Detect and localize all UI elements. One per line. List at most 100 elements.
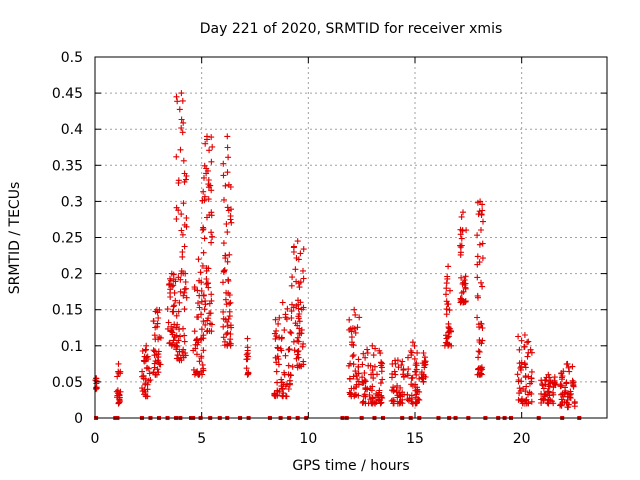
data-point bbox=[208, 229, 215, 236]
data-point bbox=[443, 306, 450, 313]
data-point bbox=[154, 320, 161, 327]
data-point bbox=[182, 285, 189, 292]
data-point bbox=[224, 258, 231, 265]
data-point bbox=[458, 213, 465, 220]
data-point bbox=[181, 332, 188, 339]
data-point bbox=[518, 337, 525, 344]
data-point bbox=[181, 289, 188, 296]
data-point bbox=[197, 269, 204, 276]
data-point bbox=[154, 309, 161, 316]
data-point bbox=[291, 243, 297, 250]
data-point bbox=[476, 349, 483, 355]
data-point bbox=[150, 369, 157, 376]
data-point bbox=[559, 399, 566, 406]
data-point bbox=[176, 299, 183, 306]
data-point bbox=[444, 301, 451, 308]
data-point bbox=[479, 240, 486, 247]
data-point bbox=[359, 374, 366, 381]
data-point bbox=[228, 324, 235, 331]
data-point bbox=[447, 287, 453, 294]
data-point bbox=[176, 348, 183, 355]
data-point bbox=[208, 239, 215, 246]
data-point bbox=[348, 328, 355, 335]
data-point bbox=[552, 382, 559, 389]
data-point bbox=[295, 354, 302, 361]
data-point bbox=[274, 391, 281, 398]
data-point bbox=[571, 403, 578, 410]
data-point bbox=[290, 338, 297, 345]
data-point bbox=[296, 318, 303, 325]
data-point bbox=[116, 396, 123, 403]
data-point bbox=[222, 296, 229, 303]
data-point bbox=[227, 216, 234, 223]
data-point bbox=[209, 233, 216, 240]
data-point bbox=[457, 249, 464, 256]
data-point bbox=[405, 354, 411, 361]
data-point bbox=[392, 360, 399, 367]
data-point bbox=[296, 284, 303, 291]
data-point bbox=[197, 336, 204, 343]
data-point bbox=[139, 348, 146, 354]
data-point bbox=[139, 388, 146, 395]
data-point bbox=[355, 356, 362, 363]
data-point bbox=[351, 306, 358, 313]
data-point bbox=[409, 382, 416, 389]
data-point bbox=[460, 299, 466, 306]
data-point bbox=[565, 364, 572, 371]
data-point bbox=[528, 398, 535, 405]
data-point bbox=[352, 311, 359, 318]
data-point bbox=[539, 381, 546, 388]
data-point bbox=[282, 311, 289, 318]
data-point bbox=[474, 314, 481, 321]
data-point bbox=[225, 154, 232, 161]
x-axis-label: GPS time / hours bbox=[292, 458, 409, 474]
data-point bbox=[180, 157, 187, 164]
data-point bbox=[220, 279, 226, 286]
y-axis-label: SRMTID / TECUs bbox=[7, 182, 23, 295]
data-point bbox=[289, 363, 296, 370]
y-tick-label: 0.1 bbox=[61, 339, 83, 355]
data-point bbox=[415, 396, 421, 402]
data-point bbox=[140, 372, 147, 379]
y-tick-label: 0.35 bbox=[52, 158, 83, 174]
data-point bbox=[173, 355, 180, 362]
data-point bbox=[350, 352, 357, 358]
data-point bbox=[359, 361, 366, 368]
y-tick-label: 0.5 bbox=[61, 50, 83, 66]
data-point bbox=[411, 342, 418, 349]
data-point bbox=[198, 279, 205, 286]
data-point bbox=[362, 354, 369, 361]
data-point bbox=[93, 386, 100, 393]
data-point bbox=[208, 187, 215, 194]
data-point bbox=[514, 371, 521, 378]
data-point bbox=[404, 391, 411, 398]
data-point bbox=[191, 328, 198, 335]
data-point bbox=[288, 330, 295, 337]
data-point bbox=[208, 158, 215, 165]
data-point bbox=[223, 221, 230, 227]
data-point bbox=[397, 393, 404, 400]
data-point bbox=[443, 280, 450, 287]
x-tick-label: 20 bbox=[513, 431, 531, 447]
data-point bbox=[375, 391, 382, 398]
data-point bbox=[199, 262, 206, 269]
data-point bbox=[559, 390, 566, 397]
data-point bbox=[369, 400, 376, 407]
data-point bbox=[557, 402, 564, 409]
data-point bbox=[201, 235, 208, 242]
data-point bbox=[352, 368, 359, 375]
data-point bbox=[287, 372, 294, 379]
data-point bbox=[294, 337, 301, 344]
data-point bbox=[538, 377, 545, 384]
data-point bbox=[524, 339, 531, 346]
y-tick-label: 0.25 bbox=[52, 231, 83, 247]
data-point bbox=[376, 387, 383, 394]
data-point bbox=[409, 400, 416, 407]
data-point bbox=[292, 266, 299, 273]
data-point bbox=[460, 209, 466, 216]
data-point bbox=[174, 98, 181, 105]
data-point bbox=[227, 331, 234, 337]
data-point bbox=[570, 381, 577, 388]
data-point bbox=[198, 298, 205, 305]
